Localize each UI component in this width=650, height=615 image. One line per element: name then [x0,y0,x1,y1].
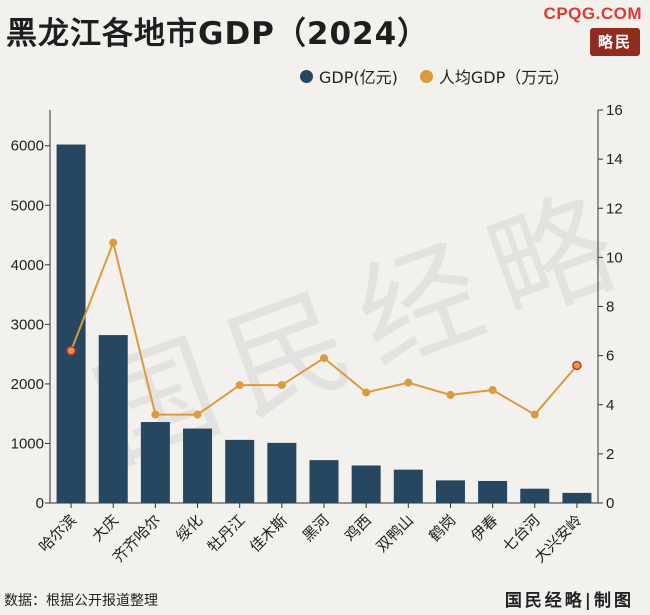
legend-per-capita-label: 人均GDP（万元） [438,68,570,87]
gdp-bar [98,335,128,503]
per-capita-point [446,390,455,399]
x-tick-label: 大庆 [88,511,122,545]
source-note: 数据：根据公开报道整理 [4,593,158,609]
y-right-tick-label: 0 [606,495,614,512]
y-right-tick-label: 2 [606,446,614,463]
per-capita-line [70,239,578,416]
page-title: 黑龙江各地市GDP（2024） [6,16,430,52]
legend-item-per-capita: 人均GDP（万元） [419,64,570,88]
x-tick-label: 佳木斯 [246,511,291,556]
gdp-bar [267,442,297,503]
x-tick-label: 哈尔滨 [35,511,80,556]
gdp-bar [309,460,339,503]
y-right-tick-label: 14 [606,151,623,168]
x-tick-label: 伊春 [467,511,501,545]
per-capita-point [235,381,244,390]
per-capita-point [193,410,202,419]
gdp-bar [225,439,255,503]
y-left-tick-label: 1000 [11,435,44,452]
x-tick-label: 牡丹江 [204,511,249,556]
y-left-tick-label: 4000 [11,257,44,274]
y-left-tick-label: 3000 [11,316,44,333]
per-capita-point [530,410,539,419]
x-tick-label: 双鸭山 [373,511,418,556]
site-label: CPQG.COM [543,4,642,23]
y-right-tick-label: 12 [606,200,623,217]
legend-item-gdp: GDP(亿元) [300,64,398,88]
per-capita-point [404,378,413,387]
per-capita-point [109,238,118,247]
y-right-tick-label: 10 [606,249,623,266]
per-capita-point [66,345,76,356]
x-tick-label: 鸡西 [341,511,375,545]
legend: GDP(亿元) 人均GDP（万元） [300,64,591,88]
gdp-bar [520,488,550,503]
y-left-tick-label: 0 [36,495,44,512]
per-capita-point [362,388,371,397]
per-capita-point [277,381,286,390]
y-right-tick-label: 6 [606,348,614,365]
x-tick-label: 绥化 [172,511,206,545]
per-capita-point [151,410,160,419]
gdp-bar [478,480,508,503]
gdp-bar [435,480,465,503]
legend-gdp-label: GDP(亿元) [319,68,398,87]
per-capita-point [320,354,328,363]
y-right-tick-label: 16 [606,102,623,119]
x-tick-label: 鹤岗 [425,511,459,545]
y-left-tick-label: 2000 [11,376,44,393]
gdp-bar [393,469,423,503]
x-tick-label: 黑河 [299,511,333,545]
legend-per-capita-swatch [419,69,433,83]
y-left-tick-label: 5000 [11,197,44,214]
gdp-bar [183,428,213,503]
legend-gdp-swatch [300,69,313,83]
per-capita-point [572,360,582,371]
gdp-bar [140,422,170,503]
y-left-tick-label: 6000 [11,138,44,155]
y-right-tick-label: 4 [606,397,614,414]
gdp-bar [351,465,381,503]
per-capita-point [488,386,497,395]
y-right-tick-label: 8 [606,299,614,316]
seal-logo: 略民 [590,28,640,56]
gdp-bar [562,492,592,503]
brand-mark: 国民经略|制图 [504,591,634,611]
